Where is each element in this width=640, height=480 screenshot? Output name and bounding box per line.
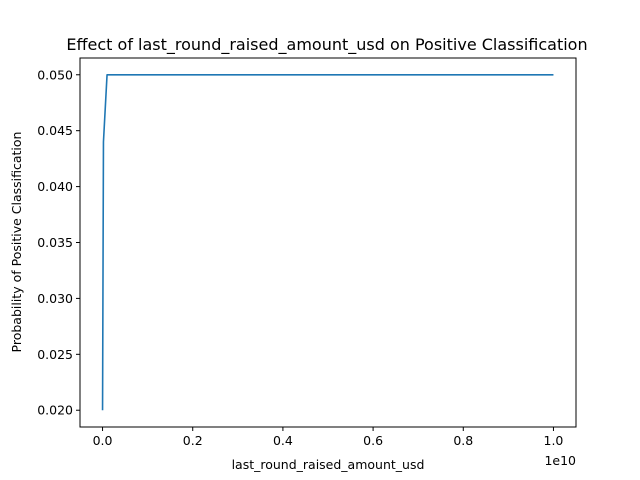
y-tick-label: 0.030 <box>37 291 73 306</box>
y-tick-label: 0.050 <box>37 67 73 82</box>
y-tick-label: 0.045 <box>37 123 73 138</box>
series-line-0 <box>101 73 554 411</box>
x-axis-label: last_round_raised_amount_usd <box>232 457 425 472</box>
y-tick-label: 0.035 <box>37 235 73 250</box>
x-tick-label: 0.4 <box>273 433 293 448</box>
x-axis-ticks: 0.0 0.2 0.4 0.6 0.8 1.0 <box>93 427 564 448</box>
x-tick-label: 0.6 <box>363 433 383 448</box>
x-tick-label: 0.2 <box>183 433 203 448</box>
y-tick-label: 0.020 <box>37 403 73 418</box>
plot-area <box>101 73 554 411</box>
axes-frame <box>79 57 577 428</box>
chart-title: Effect of last_round_raised_amount_usd o… <box>66 35 587 55</box>
x-tick-label: 1.0 <box>544 433 564 448</box>
x-tick-label: 0.0 <box>93 433 113 448</box>
y-axis-label: Probability of Positive Classification <box>9 132 24 353</box>
y-tick-label: 0.040 <box>37 179 73 194</box>
y-tick-label: 0.025 <box>37 347 73 362</box>
x-axis-offset-label: 1e10 <box>544 453 576 468</box>
y-axis-ticks: 0.020 0.025 0.030 0.035 0.040 0.045 0.050 <box>37 67 80 418</box>
x-tick-label: 0.8 <box>453 433 473 448</box>
